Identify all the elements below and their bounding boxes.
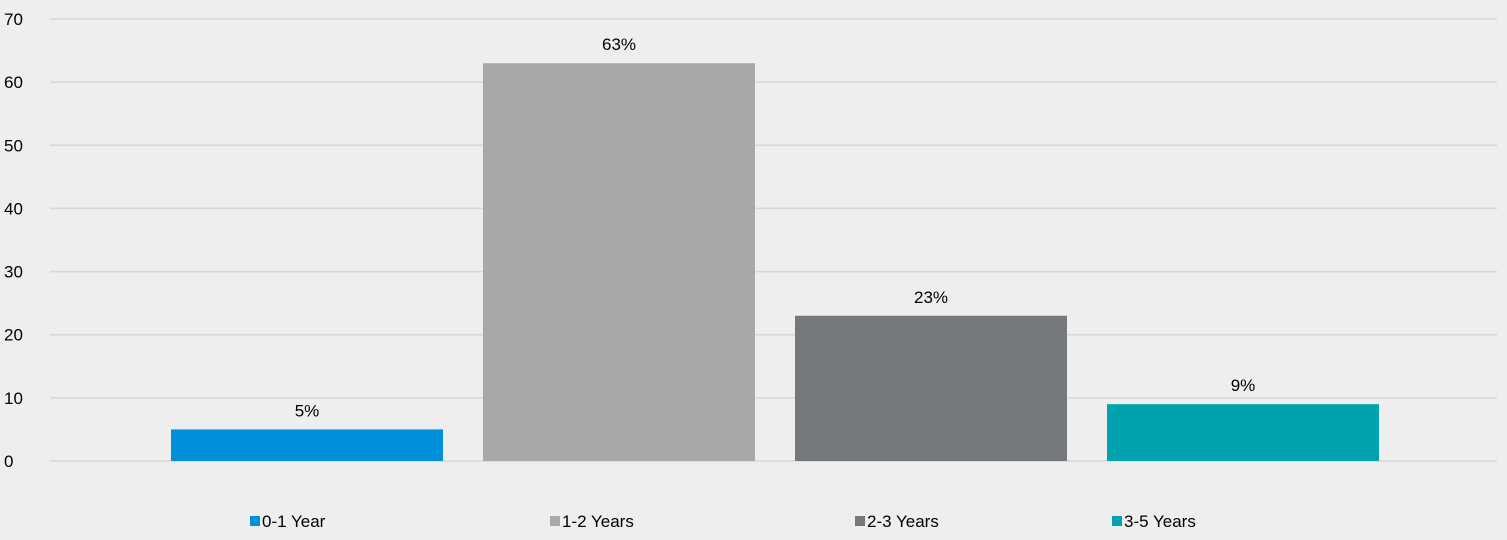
legend-label: 2-3 Years (867, 512, 939, 531)
legend: 0-1 Year 1-2 Years 2-3 Years 3-5 Years (250, 512, 1196, 531)
bar-0-1-year (171, 429, 443, 461)
legend-swatch (1112, 516, 1122, 526)
legend-label: 3-5 Years (1124, 512, 1196, 531)
bar-3-5-years (1107, 404, 1379, 461)
y-tick-label-0: 0 (4, 452, 13, 471)
data-label-3-5-years: 9% (1231, 376, 1256, 395)
data-label-0-1-year: 5% (295, 401, 320, 420)
y-tick-label-10: 10 (4, 389, 23, 408)
y-tick-label-40: 40 (4, 199, 23, 218)
legend-item-0-1-year: 0-1 Year (250, 512, 326, 531)
data-labels: 5% 63% 23% 9% (295, 35, 1256, 420)
y-tick-label-20: 20 (4, 326, 23, 345)
gridlines (50, 18, 1497, 462)
bars (171, 63, 1379, 461)
bar-1-2-years (483, 63, 755, 461)
legend-swatch (855, 516, 865, 526)
y-tick-label-50: 50 (4, 136, 23, 155)
legend-label: 1-2 Years (562, 512, 634, 531)
legend-item-2-3-years: 2-3 Years (855, 512, 939, 531)
legend-item-1-2-years: 1-2 Years (550, 512, 634, 531)
legend-label: 0-1 Year (262, 512, 326, 531)
legend-swatch (250, 516, 260, 526)
data-label-2-3-years: 23% (914, 288, 948, 307)
y-tick-label-70: 70 (4, 10, 23, 29)
legend-swatch (550, 516, 560, 526)
data-label-1-2-years: 63% (602, 35, 636, 54)
y-tick-label-60: 60 (4, 73, 23, 92)
legend-item-3-5-years: 3-5 Years (1112, 512, 1196, 531)
y-tick-label-30: 30 (4, 263, 23, 282)
y-axis-ticks: 0 10 20 30 40 50 60 70 (4, 10, 23, 471)
bar-2-3-years (795, 315, 1067, 461)
